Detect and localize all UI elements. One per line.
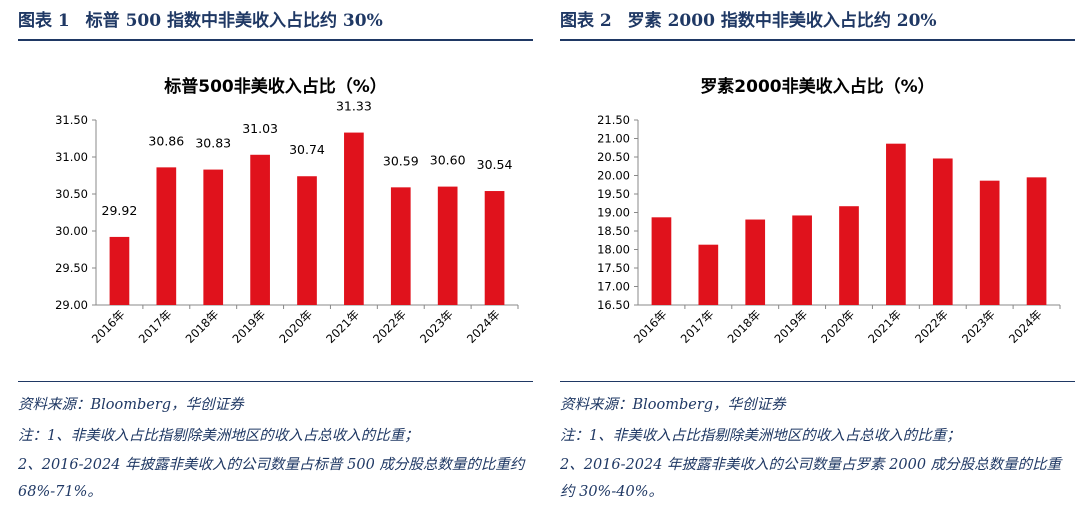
data-label: 30.86	[148, 133, 184, 148]
data-label: 30.74	[289, 142, 325, 157]
bar	[344, 132, 364, 305]
bar	[1026, 177, 1047, 305]
source-note: 资料来源：Bloomberg，华创证券	[18, 397, 244, 413]
bar-chart-russell2000: 16.50 17.00 17.50 18.00 18.50 19.00 19.50 20.00…	[597, 113, 1061, 346]
y-tick-label: 20.00	[597, 169, 630, 183]
data-label: 29.92	[102, 203, 138, 218]
x-tick-label: 2017年	[678, 307, 717, 346]
y-tick-label: 31.00	[55, 150, 88, 164]
data-label: 30.83	[195, 136, 231, 151]
figure-header: 图表 2 罗素 2000 指数中非美收入占比约 20%	[560, 6, 1075, 32]
note-1: 注：1、非美收入占比指剔除美洲地区的收入占总收入的比重；	[560, 428, 961, 444]
source-note: 资料来源：Bloomberg，华创证券	[560, 397, 786, 413]
x-tick-label: 2019年	[771, 307, 810, 346]
x-tick-label: 2016年	[631, 307, 670, 346]
bar	[979, 180, 1000, 305]
bar	[792, 215, 812, 305]
bar	[109, 236, 130, 305]
x-tick-label: 2020年	[818, 307, 857, 346]
footer-rule	[560, 381, 1075, 382]
data-label: 31.33	[336, 100, 372, 114]
bar	[203, 169, 224, 305]
y-tick-label: 16.50	[597, 298, 630, 312]
y-tick-label: 17.50	[597, 261, 630, 275]
x-tick-label: 2019年	[229, 307, 268, 346]
bar	[484, 191, 505, 305]
x-tick-label: 2021年	[323, 307, 362, 346]
y-tick-label: 21.50	[597, 113, 630, 127]
x-tick-label: 2021年	[865, 307, 904, 346]
bar	[390, 187, 411, 305]
y-tick-label: 29.00	[55, 298, 88, 312]
bar-chart-sp500: 29.00 29.50 30.00 30.50 31.00 31.50 2016年 29.92…	[55, 100, 519, 346]
y-tick-label: 29.50	[55, 261, 88, 275]
figure-panel-left: 图表 1 标普 500 指数中非美收入占比约 30% 标普500非美收入占比（%…	[18, 0, 533, 520]
x-tick-label: 2024年	[464, 307, 503, 346]
x-tick-label: 2016年	[89, 307, 128, 346]
y-tick-label: 30.50	[55, 187, 88, 201]
note-1: 注：1、非美收入占比指剔除美洲地区的收入占总收入的比重；	[18, 428, 419, 444]
figure-title: 罗素 2000 指数中非美收入占比约 20%	[627, 11, 937, 31]
bar	[932, 158, 953, 305]
data-label: 30.60	[430, 153, 466, 168]
x-tick-label: 2022年	[370, 307, 409, 346]
x-tick-label: 2017年	[136, 307, 175, 346]
footer-rule	[18, 381, 533, 382]
figure-panel-right: 图表 2 罗素 2000 指数中非美收入占比约 20% 罗素2000非美收入占比…	[560, 0, 1075, 520]
data-label: 31.03	[242, 121, 278, 136]
bar	[651, 217, 672, 305]
bar	[437, 186, 458, 305]
x-tick-label: 2020年	[276, 307, 315, 346]
y-tick-label: 20.50	[597, 150, 630, 164]
bar	[698, 244, 719, 305]
x-tick-label: 2018年	[183, 307, 222, 346]
y-tick-label: 21.00	[597, 132, 630, 146]
note-2: 2、2016-2024 年披露非美收入的公司数量占标普 500 成分股总数量的比…	[18, 457, 525, 500]
y-tick-label: 19.00	[597, 206, 630, 220]
x-tick-label: 2024年	[1006, 307, 1045, 346]
figure-header: 图表 1 标普 500 指数中非美收入占比约 30%	[18, 6, 533, 32]
bar	[886, 143, 906, 305]
y-tick-label: 31.50	[55, 113, 88, 127]
y-tick-label: 30.00	[55, 224, 88, 238]
chart-title: 罗素2000非美收入占比（%）	[700, 77, 935, 97]
y-tick-label: 19.50	[597, 187, 630, 201]
chart-title: 标普500非美收入占比（%）	[164, 77, 387, 97]
header-rule	[560, 39, 1075, 41]
x-tick-label: 2023年	[959, 307, 998, 346]
bar	[745, 219, 766, 305]
bar	[156, 167, 177, 305]
x-tick-label: 2023年	[417, 307, 456, 346]
figure-title: 标普 500 指数中非美收入占比约 30%	[85, 11, 383, 31]
data-label: 30.54	[477, 157, 513, 172]
y-tick-label: 17.00	[597, 280, 630, 294]
figure-label: 图表 2	[560, 11, 612, 31]
figure-label: 图表 1	[18, 11, 70, 31]
x-tick-label: 2018年	[725, 307, 764, 346]
bar	[839, 206, 859, 305]
x-tick-label: 2022年	[912, 307, 951, 346]
note-2: 2、2016-2024 年披露非美收入的公司数量占罗素 2000 成分股总数量的…	[560, 457, 1062, 500]
header-rule	[18, 39, 533, 41]
bar	[250, 154, 270, 305]
bar	[297, 176, 317, 305]
y-tick-label: 18.50	[597, 224, 630, 238]
y-tick-label: 18.00	[597, 243, 630, 257]
data-label: 30.59	[383, 153, 419, 168]
